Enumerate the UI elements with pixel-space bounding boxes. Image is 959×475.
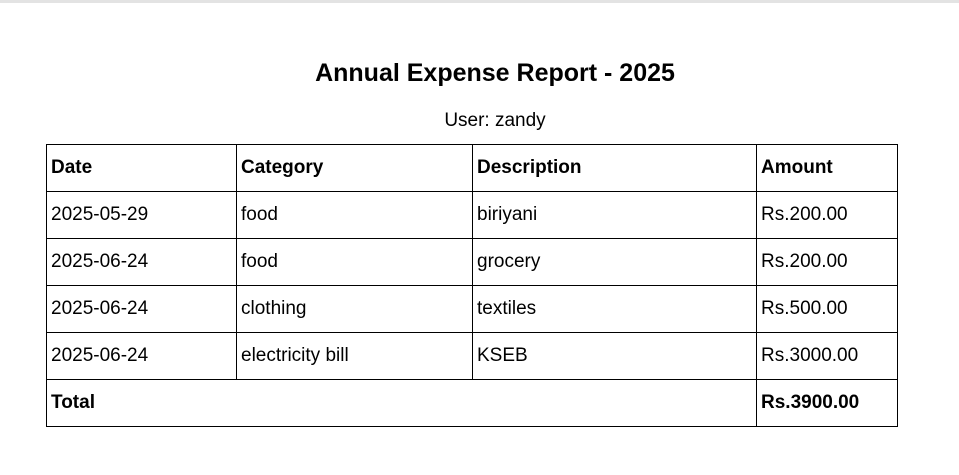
- table-row: 2025-05-29 food biriyani Rs.200.00: [46, 191, 898, 239]
- cell-description: KSEB: [472, 332, 757, 380]
- column-header-category: Category: [236, 144, 473, 192]
- table-total-row: Total Rs.3900.00: [46, 379, 898, 427]
- cell-date: 2025-05-29: [46, 191, 237, 239]
- cell-date: 2025-06-24: [46, 238, 237, 286]
- column-header-description: Description: [472, 144, 757, 192]
- column-header-amount: Amount: [756, 144, 898, 192]
- table-row: 2025-06-24 food grocery Rs.200.00: [46, 238, 898, 286]
- table-row: 2025-06-24 electricity bill KSEB Rs.3000…: [46, 332, 898, 380]
- cell-amount: Rs.500.00: [756, 285, 898, 333]
- cell-category: food: [236, 191, 473, 239]
- cell-description: grocery: [472, 238, 757, 286]
- cell-description: textiles: [472, 285, 757, 333]
- report-title: Annual Expense Report - 2025: [315, 59, 675, 87]
- cell-amount: Rs.200.00: [756, 191, 898, 239]
- report-user: User: zandy: [444, 110, 546, 131]
- column-header-date: Date: [46, 144, 237, 192]
- total-amount: Rs.3900.00: [756, 379, 898, 427]
- table-row: 2025-06-24 clothing textiles Rs.500.00: [46, 285, 898, 333]
- cell-category: electricity bill: [236, 332, 473, 380]
- cell-amount: Rs.200.00: [756, 238, 898, 286]
- total-label: Total: [46, 379, 757, 427]
- cell-description: biriyani: [472, 191, 757, 239]
- top-border: [0, 0, 959, 3]
- cell-amount: Rs.3000.00: [756, 332, 898, 380]
- cell-date: 2025-06-24: [46, 332, 237, 380]
- cell-category: food: [236, 238, 473, 286]
- cell-category: clothing: [236, 285, 473, 333]
- expense-table: Date Category Description Amount 2025-05…: [46, 144, 898, 427]
- cell-date: 2025-06-24: [46, 285, 237, 333]
- table-header-row: Date Category Description Amount: [46, 144, 898, 192]
